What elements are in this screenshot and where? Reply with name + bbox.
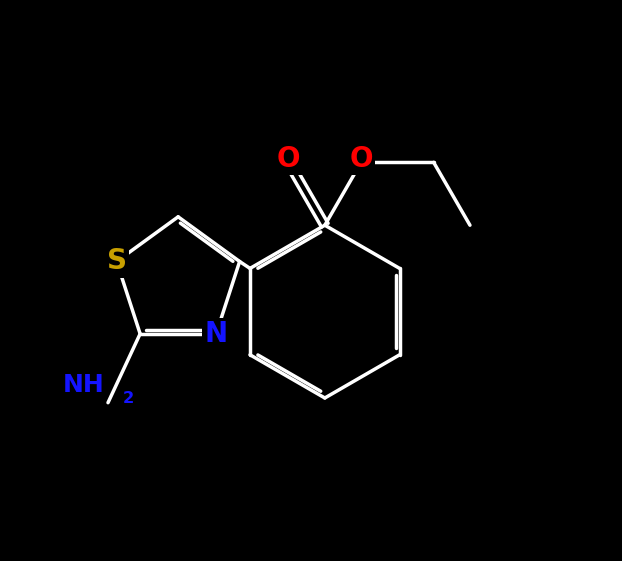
Text: NH: NH — [63, 373, 104, 397]
Text: O: O — [350, 145, 373, 173]
Text: O: O — [277, 145, 300, 173]
Text: 2: 2 — [123, 391, 134, 406]
Text: N: N — [205, 320, 228, 348]
Text: S: S — [106, 247, 127, 275]
